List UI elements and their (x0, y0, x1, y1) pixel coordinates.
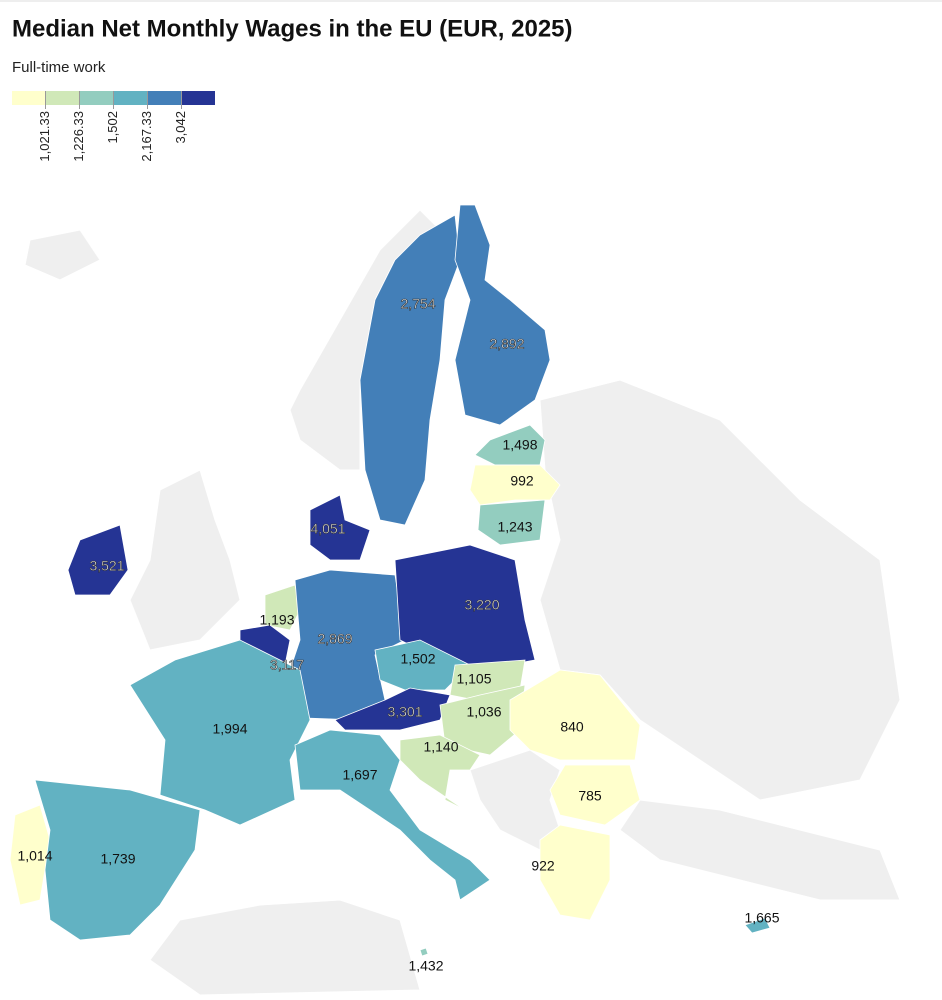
region-label: 1,105 (456, 671, 491, 687)
legend-swatch (114, 91, 147, 105)
region-label: 840 (560, 719, 584, 735)
background-land (24, 209, 901, 996)
chart-title: Median Net Monthly Wages in the EU (EUR,… (12, 15, 573, 42)
legend-tick-label: 1,226.33 (71, 111, 86, 162)
region-label: 4,051 (310, 521, 345, 537)
legend-tick-label: 2,167.33 (139, 111, 154, 162)
region (34, 779, 201, 941)
region (419, 947, 429, 957)
region (744, 917, 771, 934)
region-label: 1,036 (466, 704, 501, 720)
region-label: 1,739 (100, 851, 135, 867)
legend-swatch (80, 91, 113, 105)
region-label: 1,502 (400, 651, 435, 667)
region-label: 1,498 (502, 437, 537, 453)
region-labels: 2,754 2,892 1,498 992 1,243 4,051 3,521 1,193 3,… (17, 295, 779, 974)
region-label: 2,869 (317, 631, 352, 647)
region-label: 3,521 (89, 558, 124, 574)
region (539, 824, 611, 921)
region-label: 922 (531, 858, 555, 874)
legend-swatch (12, 91, 45, 105)
legend-swatch (148, 91, 181, 105)
region (309, 494, 371, 561)
region-label: 3,220 (464, 597, 499, 613)
legend-tick-label: 1,021.33 (37, 111, 52, 162)
legend: 1,021.33 1,226.33 1,502 2,167.33 3,042 (12, 91, 215, 162)
region-label: 785 (578, 788, 602, 804)
region-label: 992 (510, 473, 534, 489)
regions (9, 204, 771, 957)
region (264, 584, 301, 631)
region (454, 204, 551, 426)
region (129, 639, 311, 826)
region (67, 524, 129, 596)
region (509, 669, 641, 761)
legend-tick-label: 3,042 (173, 111, 188, 144)
region-label: 1,014 (17, 848, 52, 864)
region (294, 729, 491, 901)
region-label: 3,117 (270, 657, 304, 673)
legend-tick-label: 1,502 (105, 111, 120, 144)
region-label: 1,193 (259, 612, 294, 628)
region-label: 1,697 (342, 767, 377, 783)
chart-subtitle: Full-time work (12, 59, 106, 76)
region (549, 764, 641, 826)
region (374, 639, 471, 691)
legend-swatch (46, 91, 79, 105)
region (9, 804, 51, 906)
region-label: 1,665 (744, 910, 779, 926)
region-label: 3,301 (387, 704, 422, 720)
region (477, 499, 546, 546)
legend-swatch (182, 91, 215, 105)
region (469, 464, 561, 506)
region-label: 2,892 (489, 336, 524, 352)
region-label: 1,140 (423, 739, 458, 755)
region-label: 1,432 (408, 958, 443, 974)
region (399, 734, 481, 811)
region-label: 1,243 (497, 519, 532, 535)
region-label: 2,754 (400, 296, 435, 312)
region-label: 1,994 (212, 721, 247, 737)
